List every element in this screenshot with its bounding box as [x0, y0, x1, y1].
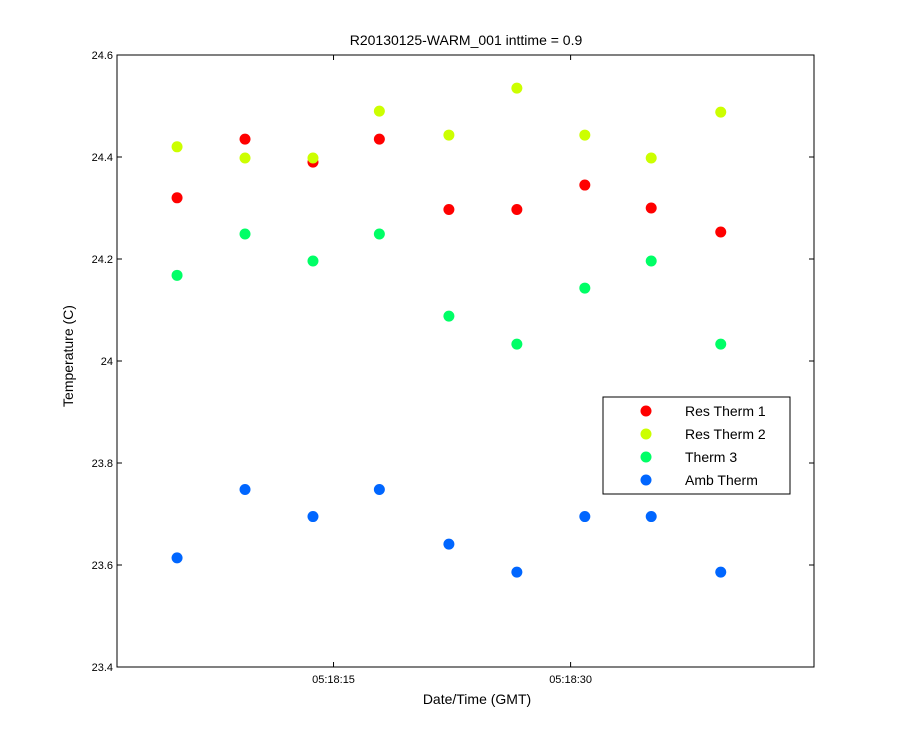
data-point-series-1 [443, 204, 455, 216]
data-point-series-4 [715, 566, 727, 578]
data-point-series-2 [171, 141, 183, 153]
data-point-series-4 [511, 566, 523, 578]
data-point-series-4 [239, 484, 251, 496]
data-point-series-3 [443, 310, 455, 322]
legend-label: Res Therm 1 [685, 403, 766, 419]
data-point-series-1 [171, 192, 183, 204]
data-point-series-2 [511, 82, 523, 94]
legend-label: Amb Therm [685, 472, 758, 488]
data-point-series-2 [443, 129, 455, 141]
data-point-series-1 [511, 204, 523, 216]
data-point-series-1 [373, 133, 385, 145]
legend-marker [640, 451, 652, 463]
y-axis-label: Temperature (C) [60, 305, 76, 407]
data-point-series-4 [443, 538, 455, 550]
data-point-series-1 [579, 179, 591, 191]
data-point-series-2 [645, 152, 657, 164]
y-axis: 23.4 23.6 23.8 24 24.2 24.4 24.6 [92, 50, 814, 674]
data-point-series-4 [171, 552, 183, 564]
data-point-series-2 [715, 106, 727, 118]
data-point-series-2 [373, 105, 385, 117]
legend: Res Therm 1 Res Therm 2 Therm 3 Amb Therm [602, 396, 791, 495]
data-point-series-1 [645, 202, 657, 214]
legend-label: Res Therm 2 [685, 426, 766, 442]
data-point-series-2 [239, 152, 251, 164]
x-tick-label: 05:18:30 [549, 674, 592, 686]
y-tick-label: 23.6 [92, 560, 113, 572]
data-point-series-3 [645, 255, 657, 267]
x-axis-label: Date/Time (GMT) [423, 691, 531, 707]
data-point-series-3 [579, 282, 591, 294]
plot-area [116, 54, 815, 668]
y-tick-label: 24.4 [92, 152, 113, 164]
y-tick-label: 23.8 [92, 458, 113, 470]
data-point-series-1 [239, 133, 251, 145]
legend-box [602, 396, 791, 495]
y-tick-label: 24.6 [92, 50, 113, 62]
data-point-series-1 [715, 226, 727, 238]
data-point-series-4 [373, 484, 385, 496]
legend-marker [640, 405, 652, 417]
y-tick-label: 24.2 [92, 254, 113, 266]
data-point-series-2 [307, 152, 319, 164]
data-point-series-4 [579, 511, 591, 523]
legend-marker [640, 474, 652, 486]
data-point-series-4 [645, 511, 657, 523]
data-point-series-4 [307, 511, 319, 523]
data-point-series-3 [171, 269, 183, 281]
y-tick-label: 24 [101, 356, 113, 368]
data-point-series-3 [715, 338, 727, 350]
chart-title: R20130125-WARM_001 inttime = 0.9 [350, 32, 583, 48]
data-point-series-3 [307, 255, 319, 267]
y-tick-label: 23.4 [92, 662, 113, 674]
x-tick-label: 05:18:15 [312, 674, 355, 686]
legend-label: Therm 3 [685, 449, 737, 465]
data-point-series-3 [511, 338, 523, 350]
legend-marker [640, 428, 652, 440]
data-points [171, 82, 727, 578]
data-point-series-3 [373, 228, 385, 240]
data-point-series-3 [239, 228, 251, 240]
x-axis: 05:18:15 05:18:30 [312, 55, 592, 686]
data-point-series-2 [579, 129, 591, 141]
